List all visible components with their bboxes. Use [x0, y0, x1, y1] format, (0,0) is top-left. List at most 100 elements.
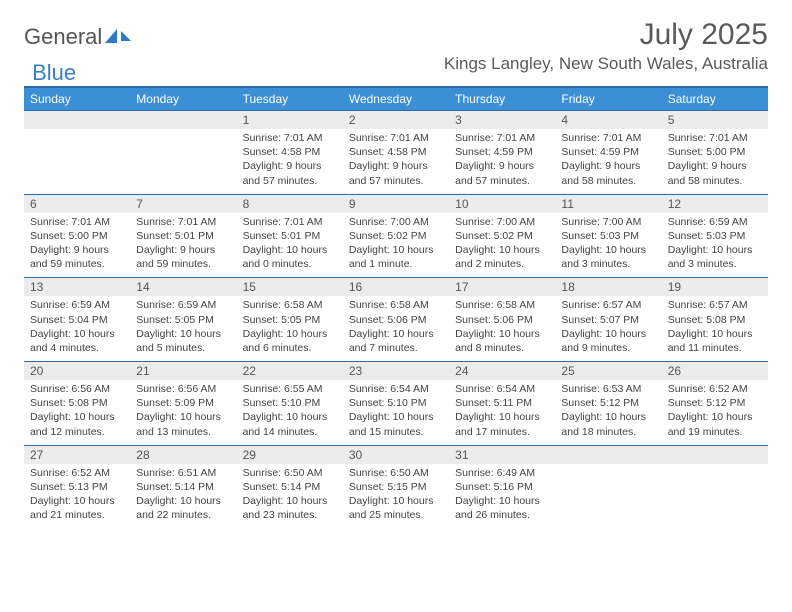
day-data: Sunrise: 6:58 AMSunset: 5:05 PMDaylight:…	[237, 296, 343, 361]
dow-wednesday: Wednesday	[343, 88, 449, 110]
sunset-text: Sunset: 5:03 PM	[561, 229, 655, 243]
day-data: Sunrise: 6:52 AMSunset: 5:13 PMDaylight:…	[24, 464, 130, 529]
sunrise-text: Sunrise: 7:01 AM	[349, 131, 443, 145]
daylight-text: Daylight: 10 hours and 23 minutes.	[243, 494, 337, 522]
daylight-text: Daylight: 9 hours and 58 minutes.	[668, 159, 762, 187]
sunset-text: Sunset: 5:04 PM	[30, 313, 124, 327]
week-number-row: 13141516171819	[24, 277, 768, 296]
sunrise-text: Sunrise: 6:53 AM	[561, 382, 655, 396]
sunset-text: Sunset: 5:11 PM	[455, 396, 549, 410]
daylight-text: Daylight: 10 hours and 9 minutes.	[561, 327, 655, 355]
daylight-text: Daylight: 10 hours and 18 minutes.	[561, 410, 655, 438]
day-number: 23	[343, 362, 449, 380]
day-data: Sunrise: 7:01 AMSunset: 4:58 PMDaylight:…	[343, 129, 449, 194]
sunrise-text: Sunrise: 6:58 AM	[455, 298, 549, 312]
day-data: Sunrise: 6:57 AMSunset: 5:08 PMDaylight:…	[662, 296, 768, 361]
day-data: Sunrise: 6:54 AMSunset: 5:10 PMDaylight:…	[343, 380, 449, 445]
daylight-text: Daylight: 10 hours and 13 minutes.	[136, 410, 230, 438]
logo-triangle-icon	[105, 29, 117, 43]
sunrise-text: Sunrise: 7:01 AM	[243, 215, 337, 229]
daylight-text: Daylight: 10 hours and 17 minutes.	[455, 410, 549, 438]
sunset-text: Sunset: 4:59 PM	[455, 145, 549, 159]
day-data: Sunrise: 6:57 AMSunset: 5:07 PMDaylight:…	[555, 296, 661, 361]
sunrise-text: Sunrise: 6:50 AM	[349, 466, 443, 480]
dow-tuesday: Tuesday	[237, 88, 343, 110]
day-number: 14	[130, 278, 236, 296]
day-data: Sunrise: 7:01 AMSunset: 5:00 PMDaylight:…	[662, 129, 768, 194]
week-data-row: Sunrise: 6:52 AMSunset: 5:13 PMDaylight:…	[24, 464, 768, 529]
day-data: Sunrise: 7:01 AMSunset: 4:59 PMDaylight:…	[449, 129, 555, 194]
week-data-row: Sunrise: 6:56 AMSunset: 5:08 PMDaylight:…	[24, 380, 768, 445]
sunrise-text: Sunrise: 7:01 AM	[30, 215, 124, 229]
daylight-text: Daylight: 10 hours and 8 minutes.	[455, 327, 549, 355]
daylight-text: Daylight: 10 hours and 15 minutes.	[349, 410, 443, 438]
week-number-row: 2728293031	[24, 445, 768, 464]
sunrise-text: Sunrise: 6:59 AM	[30, 298, 124, 312]
sunset-text: Sunset: 5:01 PM	[136, 229, 230, 243]
daylight-text: Daylight: 10 hours and 2 minutes.	[455, 243, 549, 271]
day-number: 29	[237, 446, 343, 464]
sunset-text: Sunset: 5:06 PM	[455, 313, 549, 327]
sunset-text: Sunset: 5:00 PM	[668, 145, 762, 159]
day-data	[555, 464, 661, 529]
day-number: 8	[237, 195, 343, 213]
sunset-text: Sunset: 5:14 PM	[136, 480, 230, 494]
day-number: 24	[449, 362, 555, 380]
day-number: 18	[555, 278, 661, 296]
day-number: 31	[449, 446, 555, 464]
day-number: 1	[237, 111, 343, 129]
sunset-text: Sunset: 5:08 PM	[30, 396, 124, 410]
page-title: July 2025	[444, 18, 768, 52]
daylight-text: Daylight: 9 hours and 57 minutes.	[455, 159, 549, 187]
day-number: 12	[662, 195, 768, 213]
sunrise-text: Sunrise: 6:59 AM	[668, 215, 762, 229]
brand-part2: Blue	[32, 60, 76, 86]
week-data-row: Sunrise: 6:59 AMSunset: 5:04 PM Daylight:…	[24, 296, 768, 361]
daylight-text: Daylight: 9 hours and 59 minutes.	[30, 243, 124, 271]
sunrise-text: Sunrise: 7:00 AM	[455, 215, 549, 229]
day-data: Sunrise: 6:56 AMSunset: 5:08 PMDaylight:…	[24, 380, 130, 445]
sunset-text: Sunset: 5:03 PM	[668, 229, 762, 243]
day-number: 25	[555, 362, 661, 380]
dow-friday: Friday	[555, 88, 661, 110]
day-number: 26	[662, 362, 768, 380]
daylight-text: Daylight: 9 hours and 59 minutes.	[136, 243, 230, 271]
sunrise-text: Sunrise: 7:01 AM	[243, 131, 337, 145]
dow-thursday: Thursday	[449, 88, 555, 110]
sunset-text: Sunset: 5:01 PM	[243, 229, 337, 243]
day-data: Sunrise: 7:00 AMSunset: 5:02 PMDaylight:…	[449, 213, 555, 278]
day-number: 15	[237, 278, 343, 296]
day-data: Sunrise: 6:58 AMSunset: 5:06 PMDaylight:…	[449, 296, 555, 361]
sunset-text: Sunset: 5:08 PM	[668, 313, 762, 327]
week-number-row: 12345	[24, 110, 768, 129]
day-number: 9	[343, 195, 449, 213]
daylight-text: Daylight: 9 hours and 58 minutes.	[561, 159, 655, 187]
day-number: 6	[24, 195, 130, 213]
daylight-text: Daylight: 10 hours and 11 minutes.	[668, 327, 762, 355]
sunset-text: Sunset: 5:07 PM	[561, 313, 655, 327]
day-number: 2	[343, 111, 449, 129]
location-subtitle: Kings Langley, New South Wales, Australi…	[444, 54, 768, 74]
sunset-text: Sunset: 5:02 PM	[455, 229, 549, 243]
sunset-text: Sunset: 5:06 PM	[349, 313, 443, 327]
sunset-text: Sunset: 5:12 PM	[561, 396, 655, 410]
logo-triangle2-icon	[121, 31, 131, 41]
day-data: Sunrise: 6:52 AMSunset: 5:12 PMDaylight:…	[662, 380, 768, 445]
sunrise-text: Sunrise: 6:52 AM	[668, 382, 762, 396]
day-number: 20	[24, 362, 130, 380]
sunrise-text: Sunrise: 7:01 AM	[136, 215, 230, 229]
sunset-text: Sunset: 5:10 PM	[349, 396, 443, 410]
week-number-row: 6789101112	[24, 194, 768, 213]
day-data: Sunrise: 6:50 AMSunset: 5:14 PMDaylight:…	[237, 464, 343, 529]
day-data: Sunrise: 7:00 AMSunset: 5:03 PMDaylight:…	[555, 213, 661, 278]
day-data: Sunrise: 6:55 AMSunset: 5:10 PMDaylight:…	[237, 380, 343, 445]
sunrise-text: Sunrise: 7:01 AM	[561, 131, 655, 145]
sunrise-text: Sunrise: 7:00 AM	[561, 215, 655, 229]
dow-monday: Monday	[130, 88, 236, 110]
sunset-text: Sunset: 5:02 PM	[349, 229, 443, 243]
day-data: Sunrise: 6:51 AMSunset: 5:14 PMDaylight:…	[130, 464, 236, 529]
daylight-text: Daylight: 10 hours and 22 minutes.	[136, 494, 230, 522]
day-data: Sunrise: 6:59 AMSunset: 5:03 PMDaylight:…	[662, 213, 768, 278]
brand-part1: General	[24, 24, 102, 50]
daylight-text: Daylight: 10 hours and 19 minutes.	[668, 410, 762, 438]
